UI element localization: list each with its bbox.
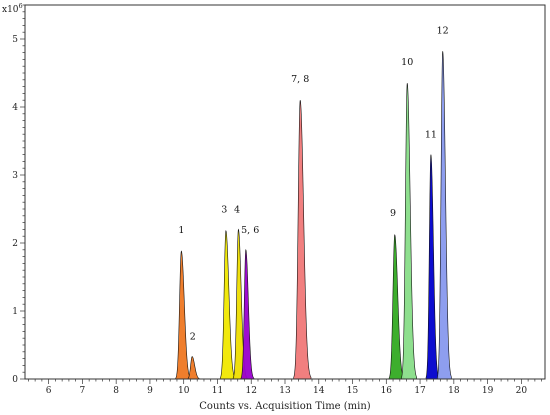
y-tick-label: 2 — [12, 239, 18, 249]
x-tick-label: 11 — [212, 386, 223, 396]
y-scale-label: x106 — [2, 2, 23, 15]
peak-label-5: 5, 6 — [241, 225, 259, 236]
peak-10 — [437, 51, 452, 380]
y-tick-label: 5 — [12, 35, 18, 45]
x-tick-label: 14 — [313, 386, 325, 396]
peak-9 — [425, 154, 440, 380]
peak-label-7: 9 — [390, 208, 396, 219]
peak-label-4: 4 — [234, 204, 240, 215]
plot-frame — [24, 4, 546, 380]
peak-label-8: 10 — [401, 57, 413, 68]
peak-8 — [401, 83, 417, 380]
peak-label-10: 12 — [437, 26, 449, 37]
x-tick-label: 19 — [482, 386, 494, 396]
x-tick-label: 18 — [448, 386, 460, 396]
peak-7 — [388, 234, 405, 380]
y-tick-label: 1 — [12, 307, 18, 317]
x-tick-label: 17 — [414, 386, 426, 396]
peak-6 — [293, 100, 312, 380]
x-axis-title: Counts vs. Acquisition Time (min) — [199, 401, 371, 412]
peak-3 — [219, 229, 236, 380]
peak-label-2: 2 — [190, 332, 196, 343]
y-tick-label: 0 — [12, 375, 18, 385]
x-tick-label: 9 — [147, 386, 153, 396]
x-tick-label: 20 — [516, 386, 528, 396]
x-tick-label: 10 — [178, 386, 190, 396]
x-tick-label: 16 — [381, 386, 393, 396]
y-tick-label: 3 — [12, 171, 18, 181]
peak-label-1: 1 — [178, 225, 184, 236]
x-tick-label: 8 — [113, 386, 119, 396]
peak-5 — [240, 249, 255, 380]
x-tick-label: 7 — [80, 386, 86, 396]
peak-label-3: 3 — [221, 204, 227, 215]
y-axis: 0 1 2 3 4 5 — [12, 4, 25, 385]
peak-label-6: 7, 8 — [291, 74, 309, 85]
x-tick-label: 6 — [46, 386, 52, 396]
x-tick-label: 15 — [347, 386, 359, 396]
peak-label-9: 11 — [425, 130, 437, 141]
x-tick-label: 12 — [246, 386, 257, 396]
peak-1 — [175, 250, 192, 380]
peaks-layer — [175, 51, 452, 380]
peak-2 — [186, 356, 201, 380]
x-axis: 6 7 8 9 10 11 12 13 14 15 16 17 18 19 20 — [28, 379, 542, 396]
y-tick-label: 4 — [12, 103, 18, 113]
x-tick-label: 13 — [279, 386, 291, 396]
